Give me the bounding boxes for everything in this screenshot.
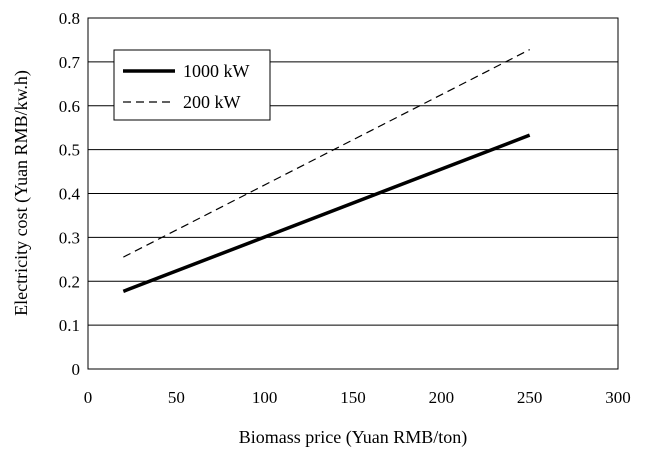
legend: 1000 kW 200 kW (113, 49, 271, 121)
x-tick-label: 0 (84, 388, 93, 407)
x-axis-title: Biomass price (Yuan RMB/ton) (239, 427, 467, 448)
y-tick-label: 0.5 (59, 141, 80, 160)
legend-label-200kw: 200 kW (183, 92, 241, 112)
y-tick-label: 0.8 (59, 9, 80, 28)
y-axis-title: Electricity cost (Yuan RMB/kw.h) (11, 70, 32, 316)
legend-box (113, 49, 271, 121)
y-tick-label: 0.6 (59, 97, 80, 116)
x-tick-label: 300 (605, 388, 631, 407)
y-tick-label: 0.1 (59, 316, 80, 335)
series-line-200kw (123, 49, 530, 258)
x-tick-label: 250 (517, 388, 543, 407)
x-tick-label: 100 (252, 388, 278, 407)
y-tick-label: 0.7 (59, 53, 81, 72)
y-tick-label: 0.4 (59, 185, 81, 204)
x-tick-label: 50 (168, 388, 185, 407)
series-line-1000kw (122, 133, 531, 293)
y-tick-labels: 0 0.1 0.2 0.3 0.4 0.5 0.6 0.7 0.8 (59, 9, 81, 379)
plot-area-frame (87, 17, 619, 370)
x-tick-label: 200 (429, 388, 455, 407)
legend-label-1000kw: 1000 kW (183, 61, 250, 81)
y-tick-label: 0.2 (59, 272, 80, 291)
x-tick-labels: 0 50 100 150 200 250 300 (84, 388, 631, 407)
x-tick-label: 150 (340, 388, 366, 407)
y-tick-label: 0 (72, 360, 81, 379)
series-group (122, 49, 531, 293)
y-tick-label: 0.3 (59, 228, 80, 247)
